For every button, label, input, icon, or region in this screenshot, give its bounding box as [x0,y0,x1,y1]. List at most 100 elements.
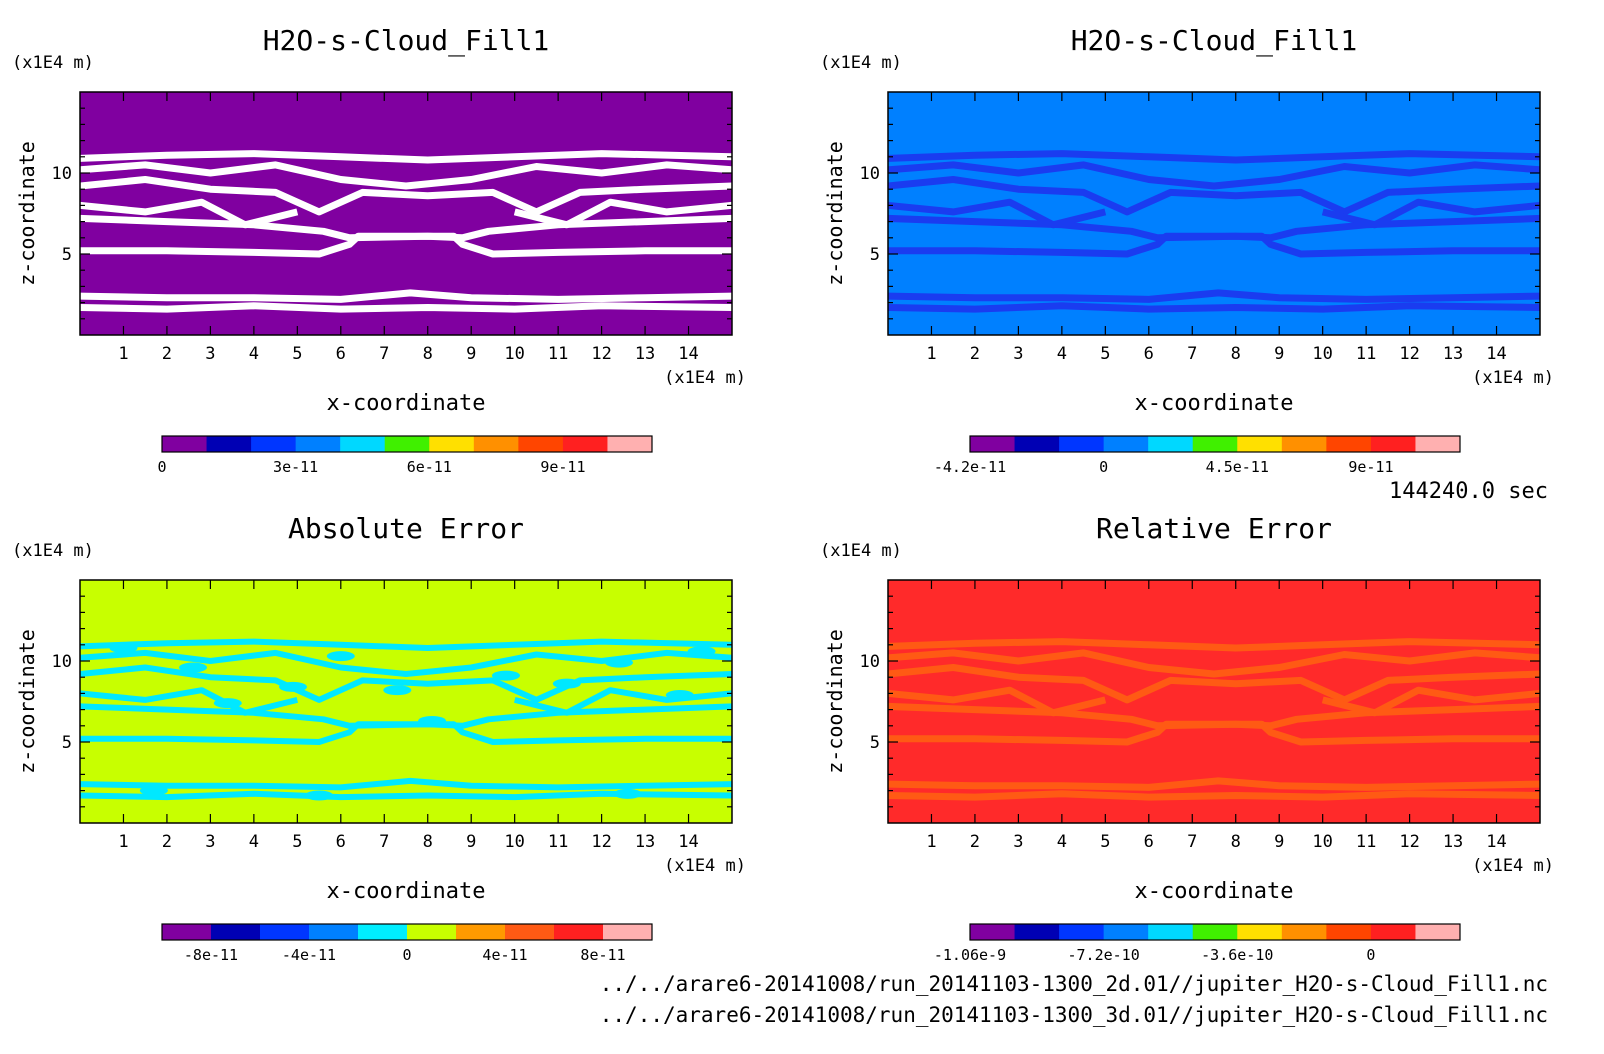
colorbar-segment [358,924,408,940]
x-tick-label: 13 [1443,344,1463,364]
x-tick-label: 6 [1144,344,1154,364]
chart-panel-2: H2O-s-Cloud_Fill1(x1E4 m)1 2 3 4 5 6 7 8 9 10 11 12… [820,24,1554,476]
x-tick-label: 14 [1486,832,1506,852]
error-patch [552,678,581,689]
file-path-2d: ../../arare6-20141008/run_20141103-1300_… [600,972,1548,996]
x-tick-label: 7 [379,344,389,364]
x-tick-label: 10 [1312,832,1332,852]
y-tick-label: 5 [62,733,72,753]
contour-band [888,302,1540,313]
x-tick-label: 4 [249,832,259,852]
x-tick-label: 12 [1399,832,1419,852]
x-tick-label: 2 [162,344,172,364]
x-tick-label: 1 [118,832,128,852]
x-tick-label: 4 [1057,832,1067,852]
colorbar-segment [251,436,297,452]
x-tick-label: 3 [205,344,215,364]
chart-panel-4: Relative Error(x1E4 m)1 2 3 4 5 6 7 8 9 10 11 12 13 1… [820,512,1554,964]
y-unit-label: (x1E4 m) [820,541,902,561]
colorbar-segment [1370,924,1416,940]
x-tick-label: 10 [504,344,524,364]
x-unit-label: (x1E4 m) [1472,856,1554,876]
colorbar-segment [429,436,475,452]
contour-band [888,289,1540,303]
y-tick-label: 10 [52,652,72,672]
contour-band [888,686,1107,717]
colorbar-segment [554,924,604,940]
y-axis-label: z-coordinate [15,629,39,774]
contour-band [888,161,1540,190]
colorbar-segment [1237,924,1283,940]
x-tick-label: 2 [970,344,980,364]
x-tick-label: 9 [1274,832,1284,852]
colorbar-label: 9e-11 [1348,458,1393,476]
contour-band [888,638,1540,652]
plot-frame [887,91,1541,336]
plot-frame [79,579,733,824]
colorbar-label: 6e-11 [407,458,452,476]
chart-panel-1: H2O-s-Cloud_Fill1(x1E4 m)1 2 3 4 5 6 7 8 9 10 11 12… [12,24,746,476]
x-tick-label: 9 [1274,344,1284,364]
x-tick-label: 8 [423,344,433,364]
error-patch [491,670,520,681]
colorbar-label: 4.5e-11 [1206,458,1269,476]
colorbar-frame [161,435,653,453]
x-tick-label: 13 [1443,832,1463,852]
colorbar-label: 3e-11 [273,458,318,476]
contour-band [80,289,732,303]
y-unit-label: (x1E4 m) [12,541,94,561]
contour-band [888,790,1540,801]
colorbar-frame [969,435,1461,453]
contour-band [888,649,1540,678]
contour-band [80,198,299,229]
colorbar-segment [1192,436,1238,452]
x-tick-label: 6 [336,344,346,364]
x-tick-label: 12 [591,832,611,852]
colorbar-frame [161,923,653,941]
contour-band [888,720,1540,746]
colorbar-segment [162,436,208,452]
x-tick-label: 10 [504,832,524,852]
colorbar-segment [607,436,653,452]
colorbar-label: 4e-11 [482,946,527,964]
colorbar-segment [1326,924,1372,940]
x-tick-label: 6 [1144,832,1154,852]
contour-band [80,150,732,164]
x-axis-label: x-coordinate [1135,391,1294,416]
x-tick-label: 5 [292,832,302,852]
error-patch [383,685,412,696]
error-patch [326,651,355,662]
colorbar-segment [340,436,386,452]
error-patch [305,790,334,801]
error-patch [278,681,307,692]
contour-band [80,687,299,716]
plot-frame [79,91,733,336]
contour-band [888,176,1540,216]
error-patch [139,785,168,796]
x-tick-label: 2 [970,832,980,852]
contour-band [888,150,1540,164]
y-tick-label: 5 [870,245,880,265]
x-tick-label: 7 [379,832,389,852]
plot-frame [887,579,1541,824]
colorbar-segment [518,436,564,452]
y-tick-label: 5 [870,733,880,753]
colorbar-label: 0 [157,458,166,476]
x-tick-label: 3 [205,832,215,852]
chart-title: H2O-s-Cloud_Fill1 [1071,24,1358,58]
y-axis-label: z-coordinate [823,629,847,774]
file-path-3d: ../../arare6-20141008/run_20141103-1300_… [600,1003,1548,1027]
error-patch [687,646,716,657]
x-tick-label: 4 [1057,344,1067,364]
colorbar-segment [1192,924,1238,940]
y-unit-label: (x1E4 m) [820,53,902,73]
x-tick-label: 13 [635,344,655,364]
contour-band [1321,686,1540,717]
x-unit-label: (x1E4 m) [664,856,746,876]
y-tick-label: 10 [860,652,880,672]
colorbar-segment [260,924,310,940]
x-tick-label: 12 [591,344,611,364]
error-patch [665,690,694,701]
colorbar-segment [1103,924,1149,940]
colorbar-label: -4e-11 [282,946,336,964]
